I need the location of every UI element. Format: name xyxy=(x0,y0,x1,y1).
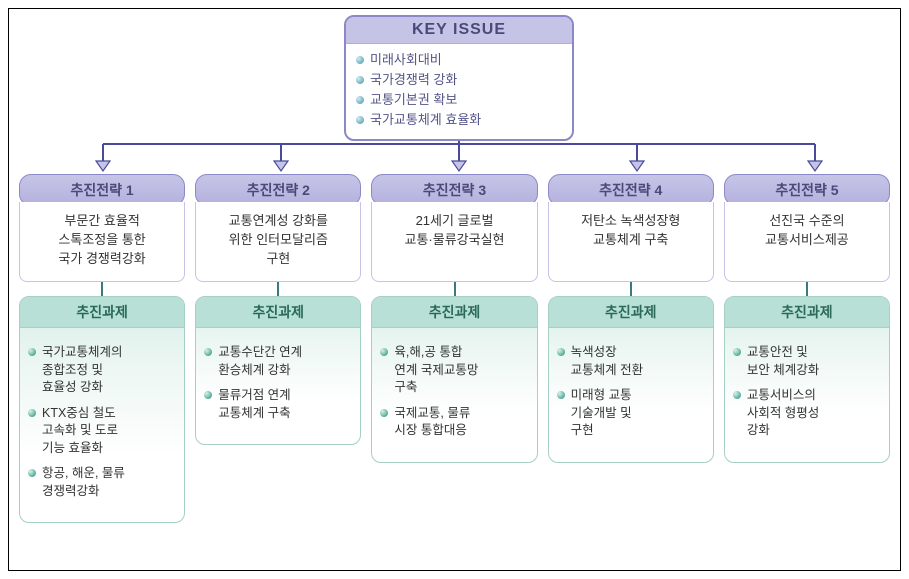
task-item-label: 국제교통, 물류 시장 통합대응 xyxy=(394,405,470,440)
bullet-icon xyxy=(380,409,388,417)
strategy-column: 추진전략 4저탄소 녹색성장형 교통체계 구축추진과제녹색성장 교통체계 전환미… xyxy=(548,174,714,463)
task-body: 녹색성장 교통체계 전환미래형 교통 기술개발 및 구현 xyxy=(549,328,713,462)
task-item-label: KTX중심 철도 고속화 및 도로 기능 효율화 xyxy=(42,405,118,458)
bullet-icon xyxy=(204,348,212,356)
bullet-icon xyxy=(204,391,212,399)
task-box: 추진과제교통수단간 연계 환승체계 강화물류거점 연계 교통체계 구축 xyxy=(195,296,361,445)
bullet-icon xyxy=(733,348,741,356)
task-box: 추진과제국가교통체계의 종합조정 및 효율성 강화 KTX중심 철도 고속화 및 … xyxy=(19,296,185,523)
task-item-label: 육,해,공 통합 연계 국제교통망 구축 xyxy=(394,344,478,397)
key-issue-box: KEY ISSUE 미래사회대비국가경쟁력 강화교통기본권 확보국가교통체계 효… xyxy=(344,15,574,141)
task-body: 교통수단간 연계 환승체계 강화물류거점 연계 교통체계 구축 xyxy=(196,328,360,444)
task-item: 교통수단간 연계 환승체계 강화 xyxy=(204,344,352,379)
task-item: 국제교통, 물류 시장 통합대응 xyxy=(380,405,528,440)
task-item-label: 교통안전 및 보안 체계강화 xyxy=(747,344,819,379)
vertical-connector xyxy=(371,282,537,296)
task-header: 추진과제 xyxy=(20,297,184,328)
bullet-icon xyxy=(356,76,364,84)
strategy-description: 교통연계성 강화를 위한 인터모달리즘 구현 xyxy=(195,202,361,282)
key-issue-item: 국가교통체계 효율화 xyxy=(356,110,562,130)
task-item: 녹색성장 교통체계 전환 xyxy=(557,344,705,379)
strategy-description: 21세기 글로벌 교통·물류강국실현 xyxy=(371,202,537,282)
strategy-column: 추진전략 321세기 글로벌 교통·물류강국실현추진과제육,해,공 통합 연계 … xyxy=(371,174,537,463)
task-item: 교통서비스의 사회적 형평성 강화 xyxy=(733,387,881,440)
diagram-frame: KEY ISSUE 미래사회대비국가경쟁력 강화교통기본권 확보국가교통체계 효… xyxy=(8,8,901,571)
key-issue-item-label: 국가경쟁력 강화 xyxy=(370,70,457,90)
key-issue-item: 국가경쟁력 강화 xyxy=(356,70,562,90)
key-issue-body: 미래사회대비국가경쟁력 강화교통기본권 확보국가교통체계 효율화 xyxy=(346,44,572,139)
task-header: 추진과제 xyxy=(372,297,536,328)
bullet-icon xyxy=(733,391,741,399)
bullet-icon xyxy=(28,469,36,477)
bullet-icon xyxy=(28,348,36,356)
task-box: 추진과제육,해,공 통합 연계 국제교통망 구축국제교통, 물류 시장 통합대응 xyxy=(371,296,537,463)
task-body: 교통안전 및 보안 체계강화교통서비스의 사회적 형평성 강화 xyxy=(725,328,889,462)
task-item: 국가교통체계의 종합조정 및 효율성 강화 xyxy=(28,344,176,397)
task-item: 물류거점 연계 교통체계 구축 xyxy=(204,387,352,422)
strategy-column: 추진전략 1부문간 효율적 스톡조정을 통한 국가 경쟁력강화추진과제국가교통체… xyxy=(19,174,185,523)
task-item: 항공, 해운, 물류 경쟁력강화 xyxy=(28,465,176,500)
strategy-columns: 추진전략 1부문간 효율적 스톡조정을 통한 국가 경쟁력강화추진과제국가교통체… xyxy=(19,174,890,523)
task-header: 추진과제 xyxy=(549,297,713,328)
task-item-label: 물류거점 연계 교통체계 구축 xyxy=(218,387,290,422)
task-header: 추진과제 xyxy=(725,297,889,328)
task-header: 추진과제 xyxy=(196,297,360,328)
bullet-icon xyxy=(28,409,36,417)
task-item: 교통안전 및 보안 체계강화 xyxy=(733,344,881,379)
task-item-label: 교통수단간 연계 환승체계 강화 xyxy=(218,344,302,379)
strategy-description: 선진국 수준의 교통서비스제공 xyxy=(724,202,890,282)
task-item: KTX중심 철도 고속화 및 도로 기능 효율화 xyxy=(28,405,176,458)
vertical-connector xyxy=(724,282,890,296)
bullet-icon xyxy=(557,391,565,399)
task-body: 국가교통체계의 종합조정 및 효율성 강화 KTX중심 철도 고속화 및 도로 기… xyxy=(20,328,184,522)
strategy-column: 추진전략 2교통연계성 강화를 위한 인터모달리즘 구현추진과제교통수단간 연계… xyxy=(195,174,361,445)
key-issue-item: 미래사회대비 xyxy=(356,50,562,70)
task-box: 추진과제교통안전 및 보안 체계강화교통서비스의 사회적 형평성 강화 xyxy=(724,296,890,463)
strategy-column: 추진전략 5선진국 수준의 교통서비스제공추진과제교통안전 및 보안 체계강화교… xyxy=(724,174,890,463)
vertical-connector xyxy=(19,282,185,296)
bullet-icon xyxy=(356,96,364,104)
vertical-connector xyxy=(195,282,361,296)
key-issue-item: 교통기본권 확보 xyxy=(356,90,562,110)
strategy-description: 저탄소 녹색성장형 교통체계 구축 xyxy=(548,202,714,282)
key-issue-item-label: 교통기본권 확보 xyxy=(370,90,457,110)
strategy-description: 부문간 효율적 스톡조정을 통한 국가 경쟁력강화 xyxy=(19,202,185,282)
task-item-label: 미래형 교통 기술개발 및 구현 xyxy=(571,387,632,440)
bullet-icon xyxy=(356,116,364,124)
task-body: 육,해,공 통합 연계 국제교통망 구축국제교통, 물류 시장 통합대응 xyxy=(372,328,536,462)
task-item: 육,해,공 통합 연계 국제교통망 구축 xyxy=(380,344,528,397)
task-box: 추진과제녹색성장 교통체계 전환미래형 교통 기술개발 및 구현 xyxy=(548,296,714,463)
task-item-label: 녹색성장 교통체계 전환 xyxy=(571,344,643,379)
task-item-label: 교통서비스의 사회적 형평성 강화 xyxy=(747,387,819,440)
vertical-connector xyxy=(548,282,714,296)
task-item-label: 국가교통체계의 종합조정 및 효율성 강화 xyxy=(42,344,123,397)
bullet-icon xyxy=(356,56,364,64)
bullet-icon xyxy=(557,348,565,356)
key-issue-title: KEY ISSUE xyxy=(346,17,572,44)
key-issue-item-label: 국가교통체계 효율화 xyxy=(370,110,481,130)
key-issue-item-label: 미래사회대비 xyxy=(370,50,442,70)
task-item-label: 항공, 해운, 물류 경쟁력강화 xyxy=(42,465,125,500)
bullet-icon xyxy=(380,348,388,356)
task-item: 미래형 교통 기술개발 및 구현 xyxy=(557,387,705,440)
